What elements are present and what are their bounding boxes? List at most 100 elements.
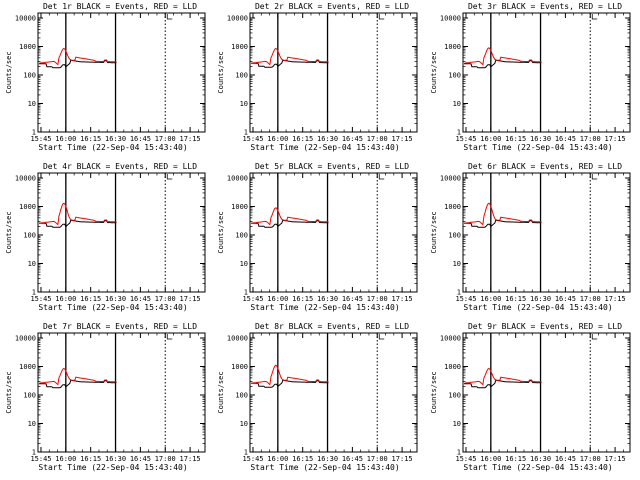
- y-tick-label: 1000: [231, 203, 248, 211]
- y-tick-label: 10: [240, 260, 248, 268]
- y-tick-label: 1000: [231, 43, 248, 51]
- y-tick-label: 10: [28, 260, 36, 268]
- y-tick-label: 1000: [19, 363, 36, 371]
- y-tick-label: 1: [32, 289, 36, 297]
- x-tick-label: 16:45: [342, 135, 363, 143]
- y-tick-label: 1000: [19, 203, 36, 211]
- events-series-line: [464, 379, 542, 389]
- lld-series-line: [38, 47, 117, 66]
- marker-bracket: [591, 14, 598, 20]
- x-tick-label: 17:15: [392, 455, 413, 463]
- x-tick-label: 16:45: [555, 455, 576, 463]
- y-tick-label: 100: [448, 72, 461, 80]
- y-tick-label: 100: [235, 72, 248, 80]
- x-tick-label: 16:15: [292, 135, 313, 143]
- x-tick-label: 16:00: [55, 455, 76, 463]
- panel-title: Det 9r BLACK = Events, RED = LLD: [468, 322, 622, 331]
- plot-frame: [462, 332, 631, 453]
- marker-bracket: [378, 174, 385, 180]
- events-series-line: [464, 219, 542, 228]
- x-tick-label: 16:00: [480, 135, 501, 143]
- panel-det-1: Det 1r BLACK = Events, RED = LLD 1 10 100 10…: [5, 2, 206, 152]
- events-series-line: [251, 59, 329, 68]
- x-tick-label: 16:00: [267, 295, 288, 303]
- y-tick-label: 1: [457, 449, 461, 457]
- y-axis-label: Counts/sec: [217, 51, 225, 93]
- y-tick-label: 10: [453, 260, 461, 268]
- x-tick-label: 16:45: [342, 295, 363, 303]
- panel-title: Det 7r BLACK = Events, RED = LLD: [43, 322, 197, 331]
- y-axis-label: Counts/sec: [217, 371, 225, 413]
- x-tick-label: 16:00: [55, 135, 76, 143]
- x-tick-label: 16:00: [480, 295, 501, 303]
- marker-bracket: [166, 14, 173, 20]
- y-axis-label: Counts/sec: [430, 211, 438, 253]
- x-tick-label: 17:15: [605, 135, 626, 143]
- events-series-line: [39, 219, 117, 228]
- x-axis-label: Start Time (22-Sep-04 15:43:40): [463, 143, 612, 152]
- panel-det-2: Det 2r BLACK = Events, RED = LLD 1 10 100 10…: [217, 2, 418, 152]
- events-series-line: [251, 219, 329, 228]
- y-tick-label: 10000: [15, 335, 36, 343]
- y-tick-label: 1: [32, 129, 36, 137]
- x-tick-label: 16:00: [55, 295, 76, 303]
- x-tick-label: 17:00: [367, 295, 388, 303]
- y-tick-label: 1000: [444, 203, 461, 211]
- y-axis-label: Counts/sec: [430, 51, 438, 93]
- x-tick-label: 16:30: [317, 455, 338, 463]
- panel-det-5: Det 5r BLACK = Events, RED = LLD 1 10 100 10…: [217, 162, 418, 312]
- x-tick-label: 15:45: [30, 295, 51, 303]
- x-tick-label: 15:45: [455, 455, 476, 463]
- x-tick-label: 16:45: [130, 135, 151, 143]
- x-tick-label: 17:15: [605, 295, 626, 303]
- panel-det-8: Det 8r BLACK = Events, RED = LLD 1 10 100 10…: [217, 322, 418, 472]
- y-axis-label: Counts/sec: [430, 371, 438, 413]
- x-tick-label: 16:30: [530, 295, 551, 303]
- x-tick-label: 16:30: [105, 135, 126, 143]
- x-tick-label: 15:45: [242, 295, 263, 303]
- y-tick-label: 1000: [444, 43, 461, 51]
- marker-bracket: [591, 174, 598, 180]
- lld-series-line: [463, 367, 542, 386]
- x-tick-label: 16:45: [555, 295, 576, 303]
- x-axis-label: Start Time (22-Sep-04 15:43:40): [38, 463, 187, 472]
- x-tick-label: 17:00: [155, 455, 176, 463]
- y-axis-label: Counts/sec: [217, 211, 225, 253]
- y-tick-label: 10: [453, 420, 461, 428]
- lld-series-line: [250, 207, 329, 226]
- y-tick-label: 1: [244, 449, 248, 457]
- events-series-line: [39, 59, 117, 69]
- x-tick-label: 16:15: [292, 455, 313, 463]
- x-tick-label: 15:45: [455, 295, 476, 303]
- x-tick-label: 17:00: [580, 295, 601, 303]
- y-tick-label: 10000: [15, 15, 36, 23]
- x-tick-label: 16:45: [555, 135, 576, 143]
- x-tick-label: 16:30: [530, 455, 551, 463]
- x-tick-label: 16:30: [105, 295, 126, 303]
- y-tick-label: 10000: [227, 335, 248, 343]
- y-tick-label: 100: [448, 392, 461, 400]
- marker-bracket: [166, 174, 173, 180]
- x-tick-label: 16:00: [480, 455, 501, 463]
- x-tick-label: 15:45: [30, 455, 51, 463]
- plot-frame: [37, 172, 206, 293]
- x-tick-label: 17:00: [155, 295, 176, 303]
- x-tick-label: 16:15: [505, 135, 526, 143]
- panel-title: Det 1r BLACK = Events, RED = LLD: [43, 2, 197, 11]
- x-tick-label: 17:15: [605, 455, 626, 463]
- y-tick-label: 100: [23, 72, 36, 80]
- x-tick-label: 17:00: [155, 135, 176, 143]
- y-axis-label: Counts/sec: [5, 371, 13, 413]
- lld-series-line: [38, 367, 117, 386]
- y-tick-label: 10: [453, 100, 461, 108]
- x-axis-label: Start Time (22-Sep-04 15:43:40): [463, 303, 612, 312]
- y-tick-label: 100: [235, 232, 248, 240]
- panel-det-4: Det 4r BLACK = Events, RED = LLD 1 10 100 10…: [5, 162, 206, 312]
- x-axis-label: Start Time (22-Sep-04 15:43:40): [38, 143, 187, 152]
- lld-series-line: [38, 202, 117, 226]
- x-tick-label: 16:15: [80, 455, 101, 463]
- x-tick-label: 16:30: [105, 455, 126, 463]
- lld-series-line: [250, 47, 329, 66]
- plot-frame: [462, 12, 631, 133]
